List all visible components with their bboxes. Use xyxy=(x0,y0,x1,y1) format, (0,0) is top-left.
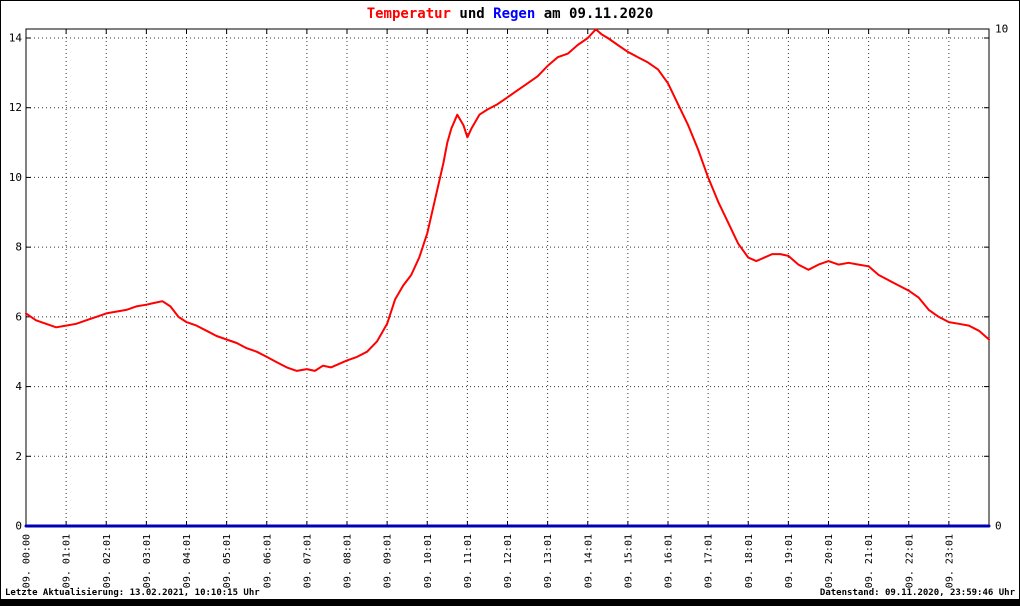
bottom-bar xyxy=(1,599,1019,605)
svg-text:09. 11:01: 09. 11:01 xyxy=(463,534,474,588)
svg-text:14: 14 xyxy=(9,32,23,45)
svg-text:09. 22:01: 09. 22:01 xyxy=(904,534,915,588)
svg-text:09. 05:01: 09. 05:01 xyxy=(222,534,233,588)
last-update-text: Letzte Aktualisierung: 13.02.2021, 10:10… xyxy=(5,588,260,598)
svg-text:09. 00:00: 09. 00:00 xyxy=(22,534,33,588)
svg-text:6: 6 xyxy=(15,310,22,323)
svg-text:09. 03:01: 09. 03:01 xyxy=(142,534,153,588)
svg-text:0: 0 xyxy=(15,520,22,533)
svg-text:09. 08:01: 09. 08:01 xyxy=(343,534,354,588)
svg-text:09. 20:01: 09. 20:01 xyxy=(824,534,835,588)
svg-text:09. 12:01: 09. 12:01 xyxy=(503,534,514,588)
svg-text:10: 10 xyxy=(995,23,1008,36)
chart-title-rain: Regen xyxy=(493,6,536,22)
svg-text:09. 16:01: 09. 16:01 xyxy=(664,534,675,588)
svg-text:09. 23:01: 09. 23:01 xyxy=(944,534,955,588)
svg-text:09. 14:01: 09. 14:01 xyxy=(583,534,594,588)
temperature-rain-chart: 0 2 4 6 8 10 12 14 0 10 09. 00:00 09. 01:01 09. 02:0… xyxy=(9,23,1009,589)
chart-title-date: am 09.11.2020 xyxy=(535,6,654,22)
svg-text:09. 15:01: 09. 15:01 xyxy=(623,534,634,588)
svg-text:12: 12 xyxy=(9,101,22,114)
svg-text:0: 0 xyxy=(995,520,1002,533)
svg-text:09. 02:01: 09. 02:01 xyxy=(102,534,113,588)
data-timestamp-text: Datenstand: 09.11.2020, 23:59:46 Uhr xyxy=(819,588,1015,598)
svg-text:09. 01:01: 09. 01:01 xyxy=(62,534,73,588)
chart-title: Temperatur und Regen am 09.11.2020 xyxy=(1,6,1019,22)
svg-text:09. 21:01: 09. 21:01 xyxy=(864,534,875,588)
svg-text:4: 4 xyxy=(15,380,22,393)
svg-text:8: 8 xyxy=(15,241,22,254)
svg-text:2: 2 xyxy=(15,450,22,463)
svg-text:09. 10:01: 09. 10:01 xyxy=(423,534,434,588)
svg-text:10: 10 xyxy=(9,171,22,184)
svg-text:09. 06:01: 09. 06:01 xyxy=(262,534,273,588)
svg-text:09. 04:01: 09. 04:01 xyxy=(182,534,193,588)
svg-text:09. 07:01: 09. 07:01 xyxy=(302,534,313,588)
svg-text:09. 17:01: 09. 17:01 xyxy=(704,534,715,588)
chart-title-and: und xyxy=(450,6,494,22)
chart-title-temperature: Temperatur xyxy=(366,6,451,22)
svg-text:09. 13:01: 09. 13:01 xyxy=(543,534,554,588)
svg-text:09. 18:01: 09. 18:01 xyxy=(744,534,755,588)
svg-text:09. 09:01: 09. 09:01 xyxy=(383,534,394,588)
svg-text:09. 19:01: 09. 19:01 xyxy=(784,534,795,588)
